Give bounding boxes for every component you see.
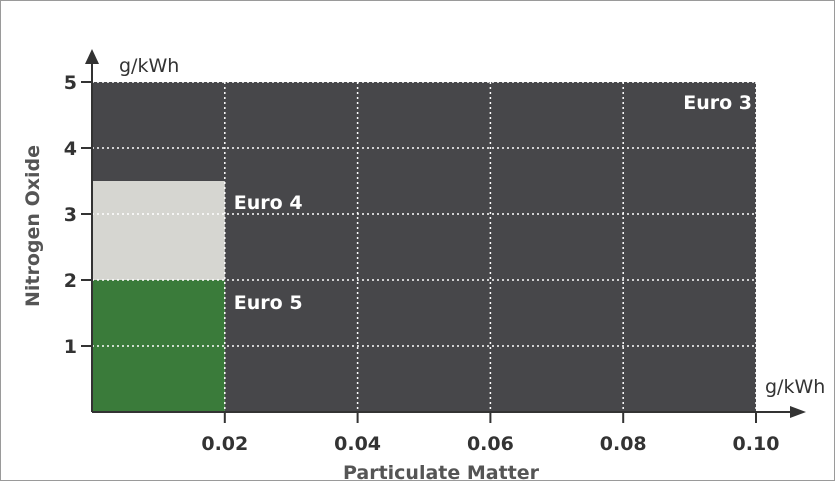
x-tick-label: 0.06	[467, 433, 514, 455]
x-tick-label: 0.08	[600, 433, 647, 455]
y-axis-arrow-icon	[85, 49, 99, 64]
grid-layer	[92, 81, 757, 412]
regions-layer	[92, 82, 756, 412]
y-tick-label: 3	[64, 204, 77, 226]
x-tick-label: 0.10	[733, 433, 780, 455]
labels-layer: Euro 3 Euro 4 Euro 5	[234, 92, 752, 314]
x-axis-unit: g/kWh	[765, 376, 825, 398]
region-label-euro-3: Euro 3	[683, 92, 752, 114]
region-label-euro-4: Euro 4	[234, 192, 303, 214]
y-tick-label: 5	[64, 72, 77, 94]
x-tick-label: 0.02	[201, 433, 248, 455]
x-axis-title: Particulate Matter	[343, 462, 540, 484]
y-axis-unit: g/kWh	[119, 55, 179, 77]
region-label-euro-5: Euro 5	[234, 292, 303, 314]
y-tick-label: 1	[64, 336, 77, 358]
y-axis-title: Nitrogen Oxide	[22, 145, 44, 307]
y-tick-label: 4	[64, 138, 77, 160]
y-tick-label: 2	[64, 270, 77, 292]
axes-layer: 1 2 3 4 5 0.02 0.04 0.06 0.08 0.10	[64, 49, 806, 455]
x-axis-arrow-icon	[790, 406, 806, 418]
x-tick-label: 0.04	[334, 433, 381, 455]
